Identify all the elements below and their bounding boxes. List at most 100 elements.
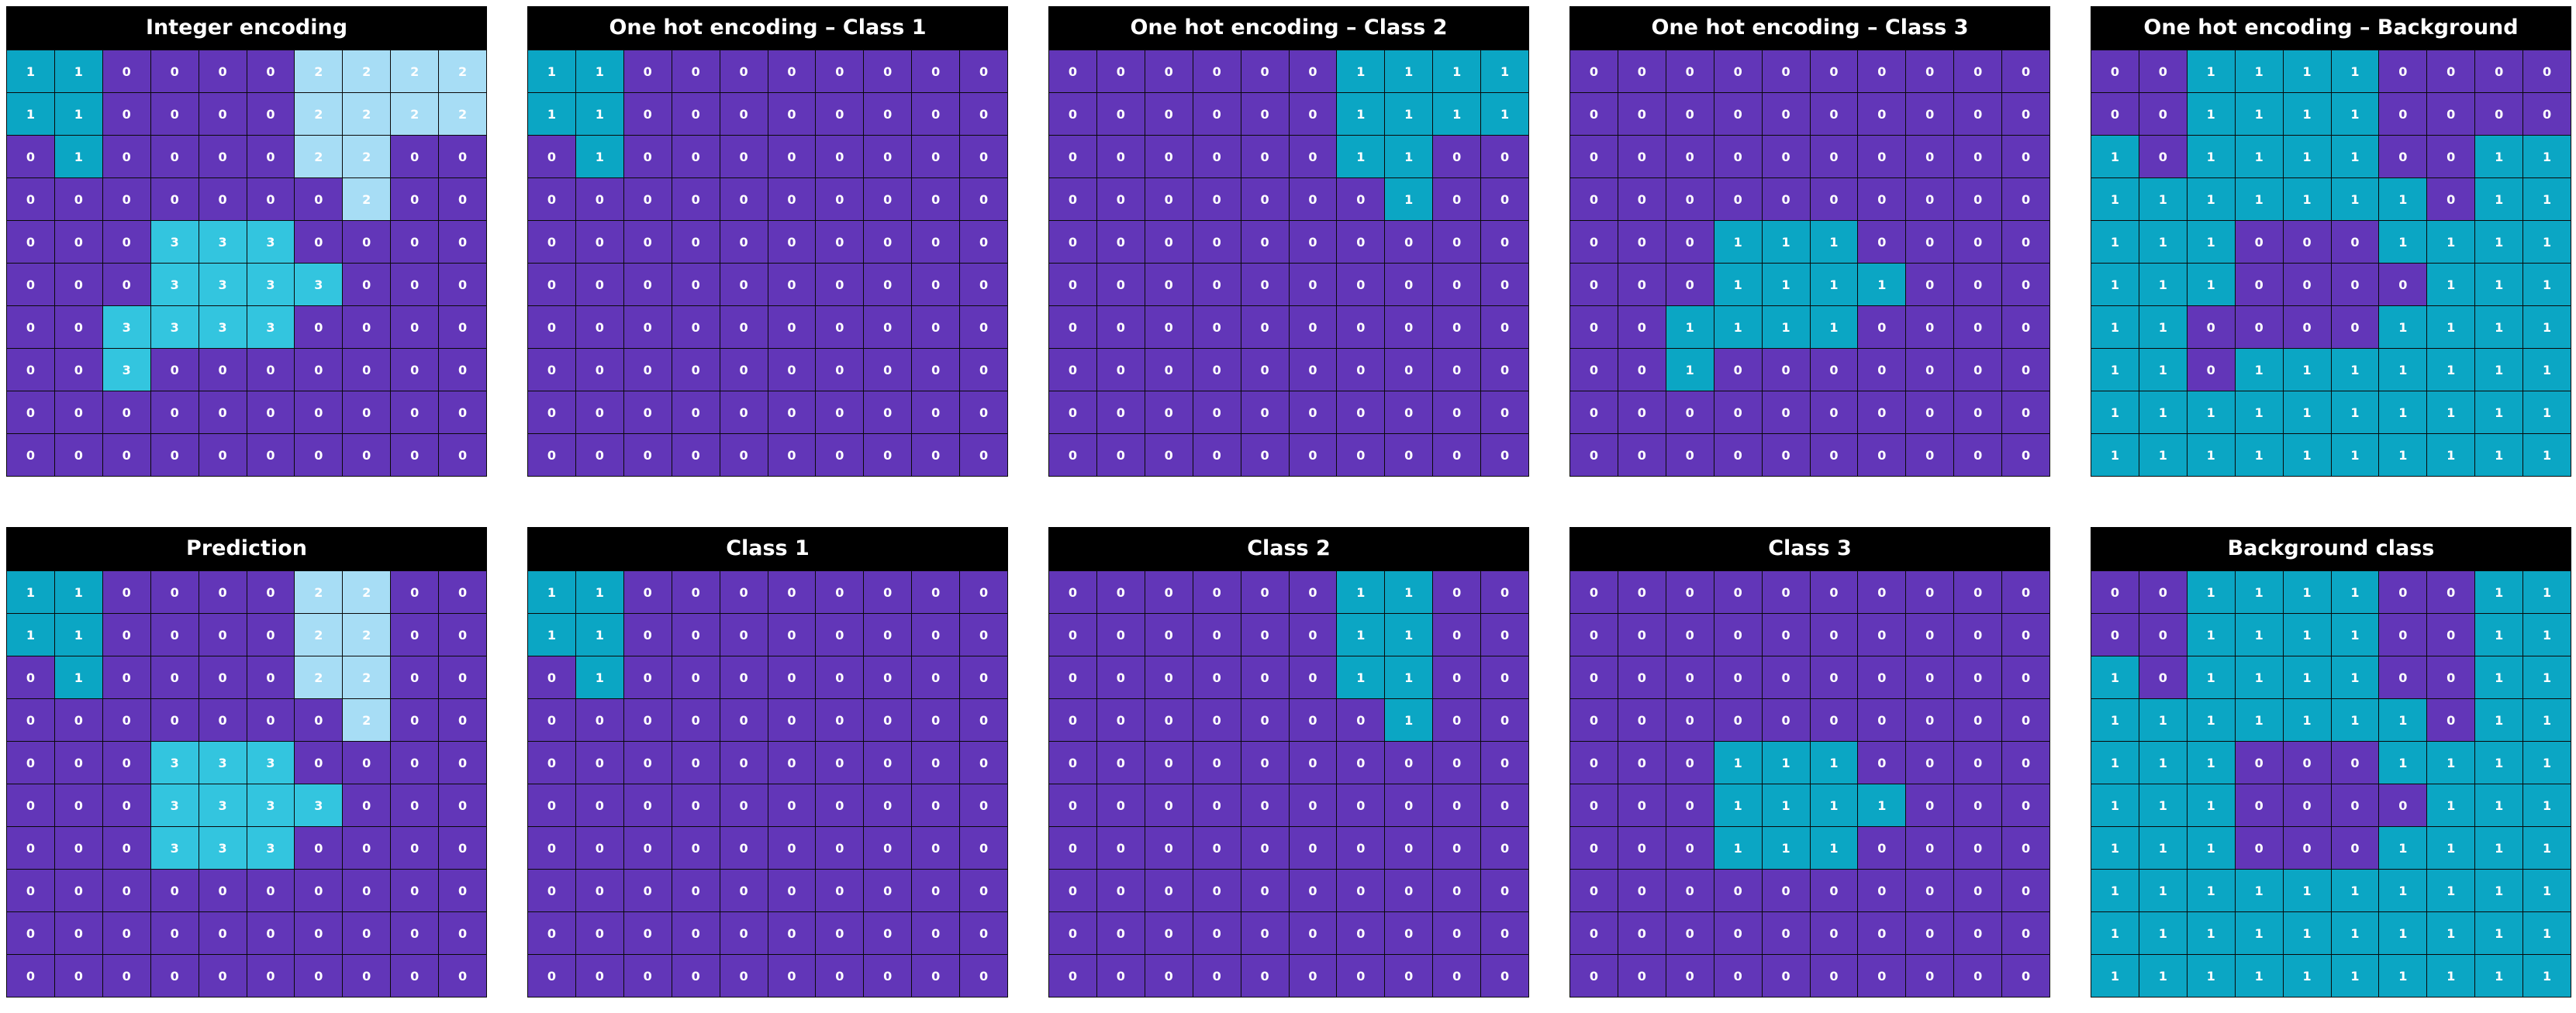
grid-cell: 0 bbox=[54, 784, 103, 827]
grid-cell: 0 bbox=[672, 306, 720, 349]
grid-cell: 0 bbox=[102, 178, 151, 221]
grid-cell: 0 bbox=[2235, 784, 2284, 827]
grid-cell: 1 bbox=[1337, 50, 1386, 93]
grid-cell: 0 bbox=[391, 699, 440, 742]
grid-cell: 0 bbox=[343, 391, 392, 434]
grid-cell: 0 bbox=[528, 306, 576, 349]
grid-cell: 0 bbox=[247, 955, 295, 997]
grid-cell: 0 bbox=[2002, 221, 2050, 264]
grid-cell: 0 bbox=[575, 912, 624, 955]
grid-cell: 0 bbox=[1858, 656, 1907, 699]
grid-cell: 0 bbox=[720, 221, 768, 264]
grid-cell: 0 bbox=[1481, 349, 1529, 391]
grid-cell: 0 bbox=[7, 349, 55, 391]
grid-cell: 0 bbox=[1906, 656, 1955, 699]
grid-cell: 0 bbox=[7, 136, 55, 178]
grid-cell: 0 bbox=[720, 827, 768, 870]
grid-cell: 1 bbox=[2235, 699, 2284, 742]
grid-cell: 1 bbox=[7, 93, 55, 136]
grid-cell: 0 bbox=[864, 434, 913, 477]
grid-cell: 1 bbox=[2475, 614, 2524, 656]
grid-cell: 0 bbox=[1241, 784, 1290, 827]
grid-cell: 0 bbox=[623, 178, 672, 221]
grid-cell: 0 bbox=[1145, 656, 1193, 699]
grid-cell: 0 bbox=[2139, 656, 2188, 699]
grid-cell: 0 bbox=[1906, 93, 1955, 136]
grid-cell: 0 bbox=[1666, 827, 1714, 870]
panel-title: Class 3 bbox=[1569, 527, 2050, 570]
grid-cell: 0 bbox=[1954, 870, 2003, 912]
grid-cell: 0 bbox=[672, 178, 720, 221]
grid-cell: 0 bbox=[391, 178, 440, 221]
grid-cell: 0 bbox=[528, 827, 576, 870]
grid-cell: 0 bbox=[1481, 306, 1529, 349]
grid-cell: 0 bbox=[1193, 221, 1241, 264]
grid-cell: 0 bbox=[623, 391, 672, 434]
grid-cell: 0 bbox=[2235, 221, 2284, 264]
grid-cell: 0 bbox=[54, 306, 103, 349]
grid-cell: 0 bbox=[720, 391, 768, 434]
grid-cell: 0 bbox=[2283, 306, 2332, 349]
grid-cell: 1 bbox=[2091, 178, 2139, 221]
grid-cell: 0 bbox=[1858, 614, 1907, 656]
grid-cell: 1 bbox=[1337, 656, 1386, 699]
grid-cell: 0 bbox=[1954, 699, 2003, 742]
grid-cell: 1 bbox=[2091, 742, 2139, 784]
grid-cell: 0 bbox=[1858, 742, 1907, 784]
grid-cell: 0 bbox=[960, 699, 1008, 742]
grid-cell: 0 bbox=[1193, 571, 1241, 614]
grid-cell: 0 bbox=[816, 827, 865, 870]
grid-cell: 0 bbox=[528, 742, 576, 784]
grid-cell: 0 bbox=[672, 50, 720, 93]
grid-cell: 0 bbox=[150, 349, 199, 391]
grid-cell: 1 bbox=[1858, 784, 1907, 827]
grid-cell: 0 bbox=[1049, 614, 1097, 656]
grid-cell: 1 bbox=[2427, 264, 2476, 306]
grid-cell: 0 bbox=[720, 264, 768, 306]
grid-cell: 0 bbox=[720, 742, 768, 784]
grid-cell: 0 bbox=[247, 93, 295, 136]
grid-cell: 0 bbox=[1954, 391, 2003, 434]
grid-cell: 0 bbox=[343, 221, 392, 264]
grid-cell: 0 bbox=[1193, 870, 1241, 912]
grid-cell: 1 bbox=[2091, 784, 2139, 827]
grid-cell: 1 bbox=[1762, 306, 1811, 349]
grid-cell: 0 bbox=[1241, 264, 1290, 306]
grid-cell: 0 bbox=[1666, 614, 1714, 656]
grid-cell: 0 bbox=[816, 656, 865, 699]
grid-cell: 3 bbox=[199, 742, 247, 784]
grid-cell: 0 bbox=[864, 571, 913, 614]
grid-cell: 0 bbox=[912, 656, 961, 699]
grid-cell: 0 bbox=[1906, 870, 1955, 912]
grid-cell: 1 bbox=[2475, 784, 2524, 827]
grid-cell: 1 bbox=[2091, 955, 2139, 997]
grid-cell: 0 bbox=[1618, 221, 1666, 264]
grid-cell: 0 bbox=[1618, 656, 1666, 699]
grid-cell: 0 bbox=[2235, 264, 2284, 306]
grid-cell: 0 bbox=[1570, 656, 1618, 699]
grid-cell: 0 bbox=[1481, 656, 1529, 699]
grid-cell: 0 bbox=[1096, 136, 1145, 178]
grid-cell: 3 bbox=[295, 264, 344, 306]
grid-cell: 0 bbox=[1618, 827, 1666, 870]
grid-cell: 0 bbox=[1762, 349, 1811, 391]
grid-cell: 0 bbox=[1241, 178, 1290, 221]
grid-cell: 0 bbox=[2427, 699, 2476, 742]
grid-cell: 0 bbox=[1193, 656, 1241, 699]
grid-cell: 0 bbox=[1385, 264, 1434, 306]
grid-cell: 0 bbox=[623, 434, 672, 477]
grid-cell: 2 bbox=[295, 614, 344, 656]
grid-cell: 1 bbox=[2139, 391, 2188, 434]
grid-cell: 0 bbox=[1193, 306, 1241, 349]
grid-cell: 1 bbox=[2379, 391, 2428, 434]
grid-cell: 1 bbox=[1385, 93, 1434, 136]
grid-cell: 0 bbox=[343, 870, 392, 912]
grid-cell: 2 bbox=[295, 656, 344, 699]
grid-cell: 0 bbox=[150, 955, 199, 997]
grid-cell: 1 bbox=[2091, 349, 2139, 391]
grid-cell: 0 bbox=[102, 434, 151, 477]
grid-cell: 0 bbox=[1433, 827, 1482, 870]
grid-cell: 0 bbox=[1810, 349, 1859, 391]
grid-cell: 1 bbox=[2523, 742, 2571, 784]
